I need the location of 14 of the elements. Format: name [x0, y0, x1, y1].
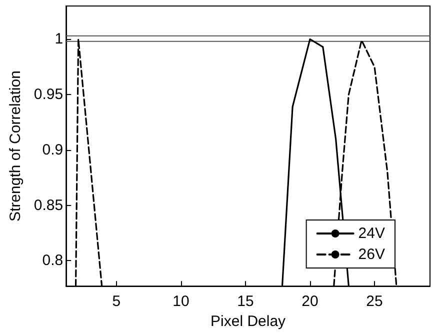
y-tick-label: 1 [54, 30, 64, 48]
legend-label: 26V [358, 246, 386, 263]
x-tick-label: 5 [112, 293, 121, 310]
y-tick-label: 0.85 [34, 196, 64, 214]
y-axis-title: Strength of Correlation [7, 70, 24, 222]
x-axis-title: Pixel Delay [210, 313, 286, 330]
legend-label: 24V [358, 225, 386, 242]
x-tick-label: 20 [302, 293, 318, 310]
x-tick-label: 10 [172, 293, 190, 310]
y-tick-label: 0.95 [34, 86, 64, 104]
y-tick-label: 0.8 [42, 252, 64, 270]
y-tick-label: 0.9 [42, 141, 64, 158]
x-tick-label: 15 [237, 293, 254, 310]
x-tick-label: 25 [366, 293, 383, 310]
